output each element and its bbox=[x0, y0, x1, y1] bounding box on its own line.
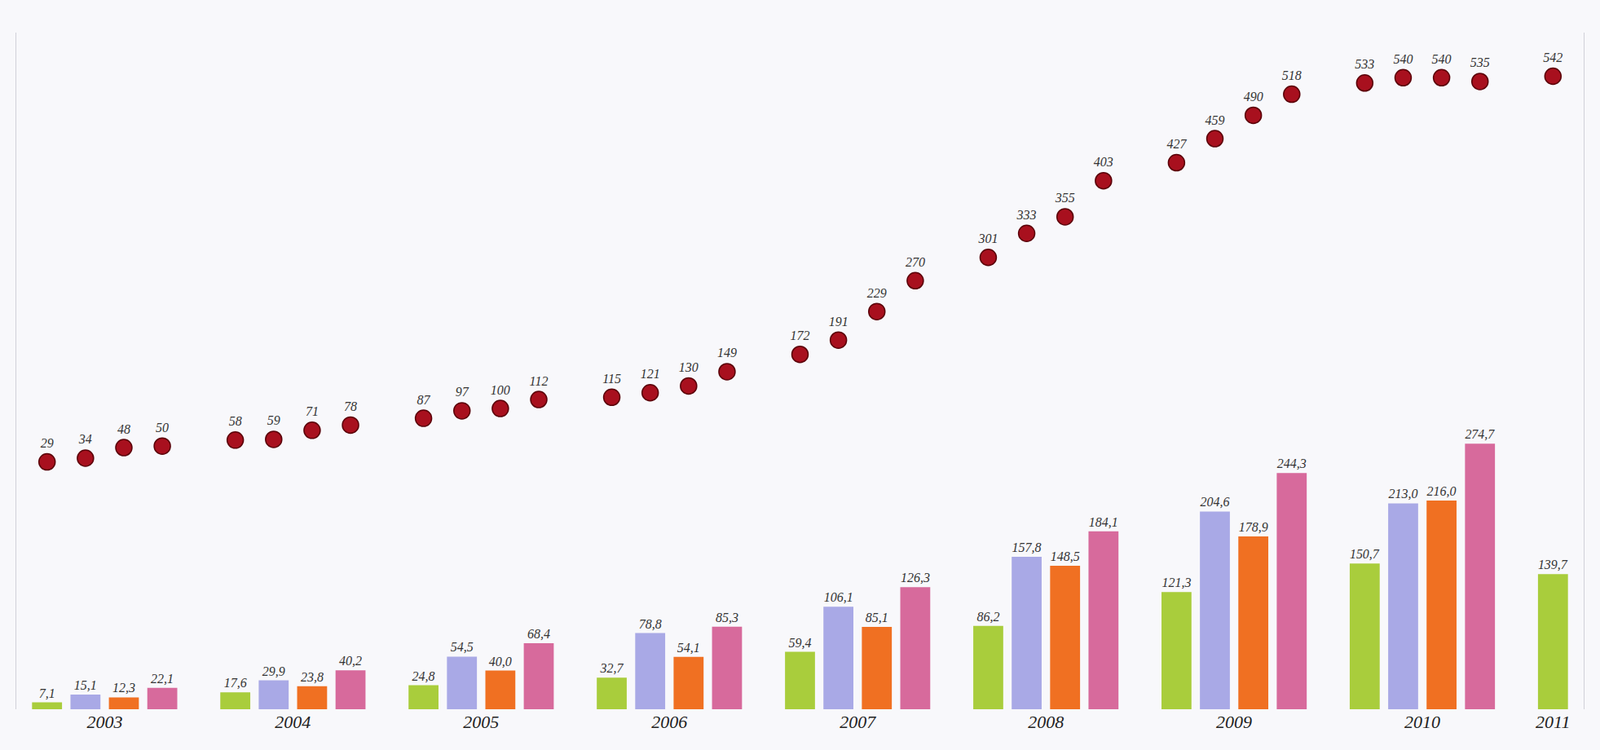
svg-text:244,3: 244,3 bbox=[1277, 456, 1307, 471]
svg-text:2010: 2010 bbox=[1404, 711, 1441, 732]
svg-text:333: 333 bbox=[1016, 207, 1037, 222]
svg-text:2009: 2009 bbox=[1216, 711, 1252, 732]
svg-text:32,7: 32,7 bbox=[599, 661, 625, 675]
svg-text:184,1: 184,1 bbox=[1088, 515, 1119, 529]
svg-text:85,3: 85,3 bbox=[715, 610, 739, 625]
svg-text:24,8: 24,8 bbox=[412, 669, 436, 684]
svg-text:355: 355 bbox=[1054, 190, 1076, 205]
svg-text:34: 34 bbox=[78, 431, 93, 446]
svg-text:71: 71 bbox=[305, 404, 319, 419]
svg-text:2003: 2003 bbox=[86, 711, 123, 732]
svg-text:115: 115 bbox=[602, 371, 622, 386]
svg-text:2004: 2004 bbox=[274, 711, 311, 732]
svg-text:204,6: 204,6 bbox=[1200, 494, 1230, 509]
svg-text:213,0: 213,0 bbox=[1388, 486, 1418, 501]
svg-text:59: 59 bbox=[267, 413, 281, 428]
svg-text:229: 229 bbox=[867, 286, 887, 300]
svg-text:85,1: 85,1 bbox=[865, 610, 889, 625]
svg-text:518: 518 bbox=[1282, 68, 1302, 83]
svg-text:121: 121 bbox=[640, 366, 661, 381]
svg-text:540: 540 bbox=[1392, 52, 1413, 67]
svg-text:58: 58 bbox=[229, 414, 243, 428]
svg-text:459: 459 bbox=[1205, 113, 1226, 128]
svg-text:274,7: 274,7 bbox=[1464, 427, 1495, 441]
svg-text:106,1: 106,1 bbox=[824, 590, 854, 604]
svg-text:100: 100 bbox=[490, 383, 511, 397]
svg-text:40,0: 40,0 bbox=[489, 654, 512, 669]
svg-text:78: 78 bbox=[343, 399, 358, 414]
svg-text:12,3: 12,3 bbox=[112, 680, 136, 695]
svg-text:17,6: 17,6 bbox=[224, 675, 247, 690]
svg-text:15,1: 15,1 bbox=[74, 678, 97, 693]
svg-text:54,1: 54,1 bbox=[677, 640, 701, 655]
svg-text:23,8: 23,8 bbox=[300, 669, 324, 684]
svg-text:149: 149 bbox=[717, 345, 737, 360]
svg-text:126,3: 126,3 bbox=[900, 570, 931, 585]
svg-text:86,2: 86,2 bbox=[976, 609, 1000, 624]
svg-text:2011: 2011 bbox=[1535, 711, 1570, 732]
svg-text:148,5: 148,5 bbox=[1050, 549, 1080, 564]
svg-text:535: 535 bbox=[1470, 55, 1490, 70]
svg-text:533: 533 bbox=[1354, 57, 1375, 71]
svg-text:121,3: 121,3 bbox=[1161, 575, 1191, 590]
svg-text:172: 172 bbox=[790, 328, 811, 343]
svg-text:48: 48 bbox=[117, 422, 131, 437]
svg-text:216,0: 216,0 bbox=[1427, 484, 1457, 499]
svg-text:87: 87 bbox=[417, 392, 432, 407]
svg-text:490: 490 bbox=[1243, 89, 1264, 104]
svg-text:540: 540 bbox=[1432, 52, 1452, 67]
svg-text:2006: 2006 bbox=[651, 711, 688, 732]
svg-text:40,2: 40,2 bbox=[339, 653, 362, 668]
svg-text:7,1: 7,1 bbox=[39, 686, 56, 701]
svg-text:542: 542 bbox=[1542, 50, 1563, 65]
svg-text:97: 97 bbox=[455, 384, 470, 399]
svg-text:2005: 2005 bbox=[462, 711, 499, 732]
svg-text:150,7: 150,7 bbox=[1349, 546, 1380, 561]
svg-text:54,5: 54,5 bbox=[450, 639, 474, 654]
svg-text:130: 130 bbox=[678, 360, 699, 375]
svg-text:2007: 2007 bbox=[839, 711, 877, 732]
svg-text:270: 270 bbox=[905, 255, 926, 269]
svg-text:427: 427 bbox=[1166, 136, 1187, 151]
svg-text:29: 29 bbox=[40, 436, 54, 450]
svg-text:191: 191 bbox=[828, 314, 849, 329]
svg-text:78,8: 78,8 bbox=[639, 617, 662, 631]
svg-text:59,4: 59,4 bbox=[788, 635, 812, 650]
svg-text:29,9: 29,9 bbox=[262, 664, 286, 679]
svg-text:301: 301 bbox=[977, 231, 998, 246]
svg-text:178,9: 178,9 bbox=[1238, 520, 1269, 534]
svg-text:2008: 2008 bbox=[1027, 711, 1064, 732]
svg-text:139,7: 139,7 bbox=[1538, 557, 1569, 572]
svg-text:112: 112 bbox=[529, 374, 549, 388]
svg-text:403: 403 bbox=[1093, 154, 1114, 169]
svg-text:50: 50 bbox=[155, 420, 169, 435]
svg-text:22,1: 22,1 bbox=[150, 671, 174, 686]
svg-text:157,8: 157,8 bbox=[1012, 540, 1042, 555]
svg-text:68,4: 68,4 bbox=[527, 626, 551, 641]
